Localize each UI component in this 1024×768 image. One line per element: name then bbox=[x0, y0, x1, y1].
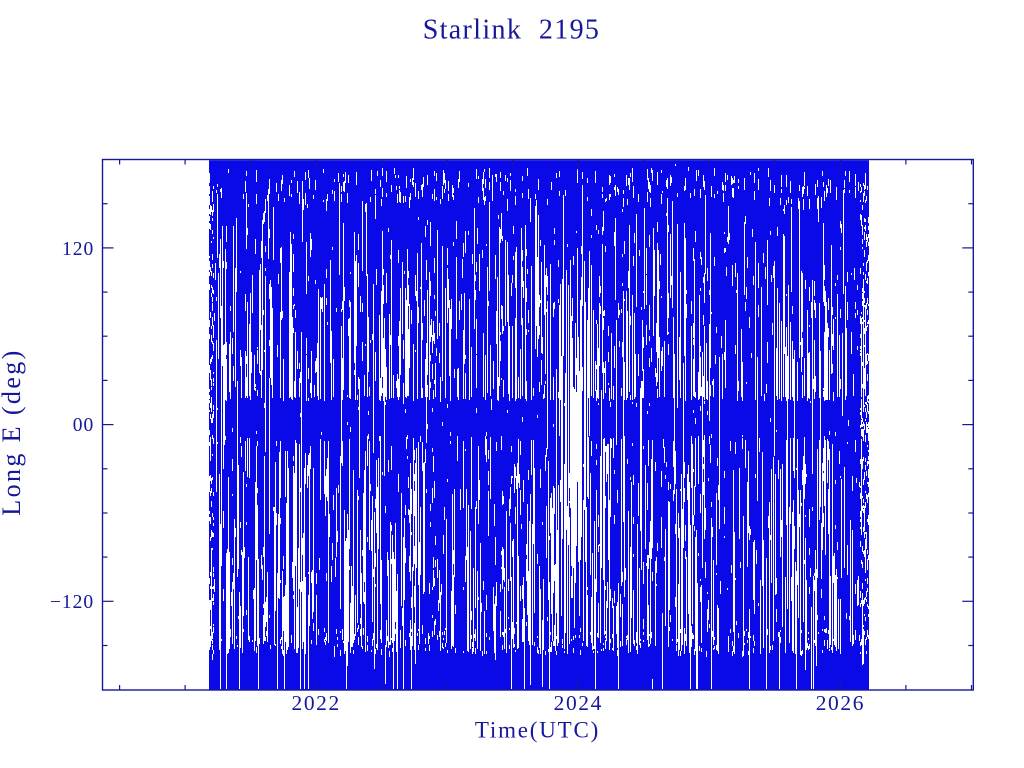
svg-text:Time(UTC): Time(UTC) bbox=[475, 718, 600, 743]
svg-text:Long E (deg): Long E (deg) bbox=[0, 348, 26, 515]
svg-text:2022: 2022 bbox=[291, 691, 340, 715]
svg-text:2026: 2026 bbox=[816, 691, 865, 715]
svg-text:00: 00 bbox=[73, 415, 95, 436]
svg-text:120: 120 bbox=[62, 239, 94, 260]
svg-text:2024: 2024 bbox=[554, 691, 603, 715]
svg-text:Starlink 2195: Starlink 2195 bbox=[423, 14, 601, 45]
svg-text:−120: −120 bbox=[50, 592, 94, 613]
